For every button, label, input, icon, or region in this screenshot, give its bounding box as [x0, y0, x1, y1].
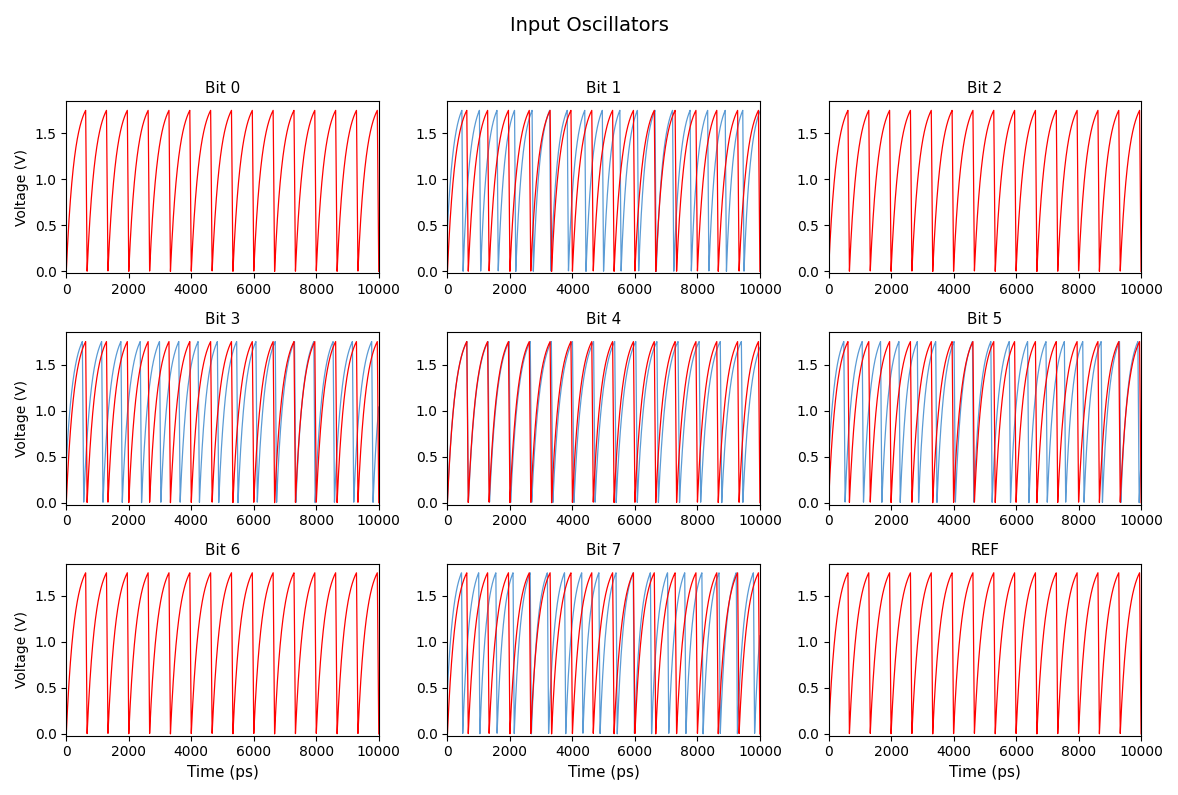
Y-axis label: Voltage (V): Voltage (V) — [15, 611, 29, 688]
Title: Bit 7: Bit 7 — [585, 543, 621, 558]
Title: Bit 2: Bit 2 — [967, 81, 1002, 96]
Title: Bit 6: Bit 6 — [205, 543, 240, 558]
Y-axis label: Voltage (V): Voltage (V) — [15, 380, 29, 457]
X-axis label: Time (ps): Time (ps) — [186, 765, 258, 780]
Title: Bit 5: Bit 5 — [967, 312, 1002, 327]
Text: Input Oscillators: Input Oscillators — [510, 16, 668, 35]
Y-axis label: Voltage (V): Voltage (V) — [15, 149, 29, 226]
Title: Bit 0: Bit 0 — [205, 81, 240, 96]
X-axis label: Time (ps): Time (ps) — [949, 765, 1021, 780]
Title: Bit 1: Bit 1 — [585, 81, 621, 96]
X-axis label: Time (ps): Time (ps) — [568, 765, 640, 780]
Title: REF: REF — [971, 543, 999, 558]
Title: Bit 3: Bit 3 — [205, 312, 240, 327]
Title: Bit 4: Bit 4 — [585, 312, 621, 327]
